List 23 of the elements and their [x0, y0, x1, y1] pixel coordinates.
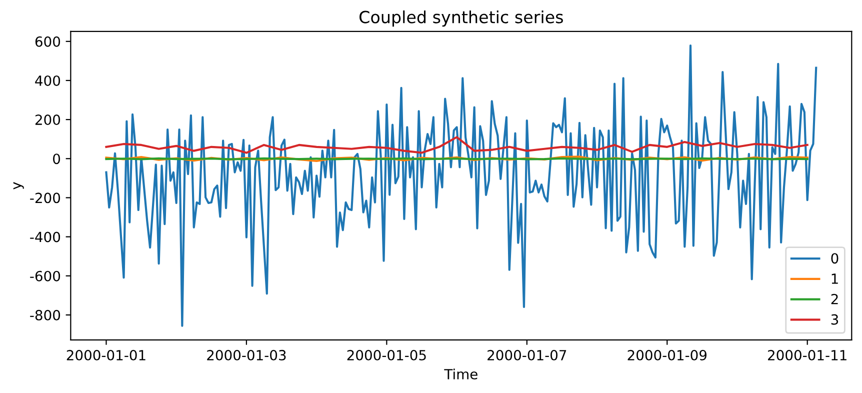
legend-label: 3: [831, 314, 838, 325]
y-tick-label: 0: [53, 154, 60, 164]
y-tick-label: -200: [30, 192, 60, 204]
chart-title: Coupled synthetic series: [360, 10, 563, 27]
y-tick-label: -800: [30, 310, 60, 320]
legend-label: 2: [831, 294, 838, 304]
y-tick-label: -600: [30, 270, 60, 282]
y-tick-label: 400: [35, 75, 60, 86]
line-series: [105, 136, 808, 154]
x-tick-label: 2000-01-11: [768, 350, 846, 360]
x-tick-label: 2000-01-01: [66, 350, 146, 360]
y-tick-label: 600: [35, 36, 60, 47]
x-tick-label: 2000-01-03: [207, 350, 286, 360]
legend-label: 1: [832, 274, 838, 284]
x-tick-label: 2000-01-05: [347, 350, 426, 360]
y-tick-label: 200: [35, 114, 60, 126]
line-series: [105, 44, 818, 327]
x-tick-label: 2000-01-09: [628, 350, 707, 360]
y-axis-title: y: [13, 182, 24, 190]
legend-label: 0: [831, 253, 838, 264]
x-tick-label: 2000-01-07: [488, 350, 566, 360]
x-axis-title: Time: [444, 368, 478, 380]
y-tick-label: -400: [30, 232, 60, 242]
